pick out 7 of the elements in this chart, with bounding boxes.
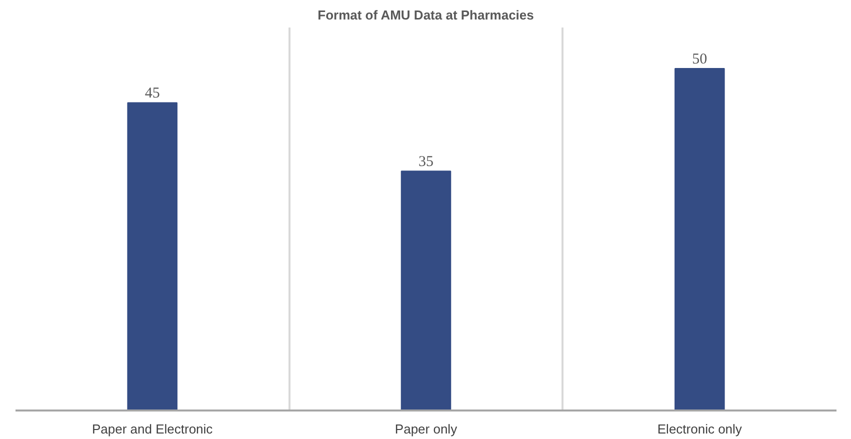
x-tick-label: Paper and Electronic	[92, 422, 214, 436]
data-label: 50	[692, 52, 708, 68]
x-tick-label: Electronic only	[657, 422, 742, 436]
data-label: 45	[144, 86, 160, 102]
chart-title: Format of AMU Data at Pharmacies	[318, 8, 534, 22]
x-tick-label: Paper only	[394, 422, 458, 436]
data-label: 35	[418, 154, 434, 170]
